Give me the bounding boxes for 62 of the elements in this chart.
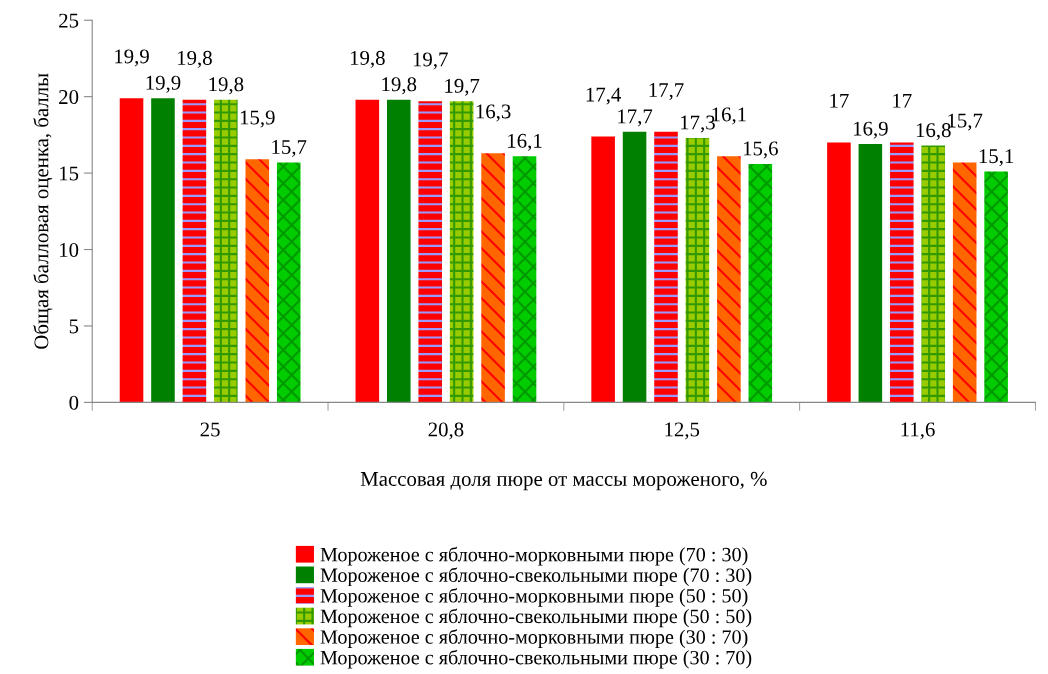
legend-label: Мороженое с яблочно-морковными пюре (70 : 30) <box>320 546 748 566</box>
data-label: 15,6 <box>743 141 778 159</box>
legend-label: Мороженое с яблочно-свекольными пюре (70 : 30) <box>320 567 752 587</box>
data-label: 17,4 <box>586 87 622 105</box>
bar <box>512 156 537 403</box>
bar <box>858 144 883 403</box>
bar <box>952 162 977 403</box>
bar <box>151 98 175 403</box>
bar <box>890 142 914 403</box>
data-label: 15,7 <box>272 140 307 157</box>
legend-label: Мороженое с яблочно-свекольными пюре (30 : 70) <box>320 649 752 669</box>
bar <box>481 153 505 403</box>
data-label: 19,7 <box>413 52 448 70</box>
bar <box>685 137 710 403</box>
bar <box>827 142 851 403</box>
data-label: 16,3 <box>476 104 511 122</box>
bar <box>182 99 207 403</box>
data-label: 17 <box>893 93 912 108</box>
bar <box>921 145 946 403</box>
data-label: 19,9 <box>115 49 149 67</box>
y-tick-label: 15 <box>60 166 79 181</box>
bar <box>214 99 238 403</box>
bar <box>245 159 270 403</box>
data-label: 17,7 <box>618 109 653 127</box>
data-label: 19,8 <box>178 50 212 68</box>
data-label: 19,7 <box>445 78 480 96</box>
data-label: 19,9 <box>146 75 181 93</box>
data-label: 19,8 <box>382 77 417 95</box>
y-axis-title: Общая балловая оценка, баллы <box>33 73 53 349</box>
data-label: 16,1 <box>508 133 542 151</box>
bar <box>622 131 647 403</box>
y-tick-label: 5 <box>69 319 79 334</box>
bar <box>355 99 380 403</box>
legend-label: Мороженое с яблочно-морковными пюре (50 : 50) <box>320 587 748 607</box>
x-tick-label: 25 <box>200 422 220 437</box>
data-label: 19,8 <box>350 50 385 68</box>
bar <box>418 101 442 403</box>
y-tick-label: 20 <box>59 90 79 105</box>
x-tick-label: 20,8 <box>428 422 464 440</box>
x-axis-title: Массовая доля пюре от массы мороженого, % <box>360 471 767 491</box>
bar <box>449 101 474 403</box>
data-label: 15,1 <box>979 149 1014 167</box>
y-tick-label: 10 <box>60 242 79 257</box>
bar <box>276 162 301 403</box>
data-label: 19,8 <box>209 77 244 95</box>
bar <box>748 163 773 403</box>
x-tick-label: 11,6 <box>901 422 935 440</box>
bar <box>654 131 678 403</box>
data-label: 15,9 <box>240 110 275 128</box>
bar <box>717 156 741 403</box>
x-tick-label: 12,5 <box>665 422 700 440</box>
bar <box>591 136 615 403</box>
bar <box>984 171 1008 403</box>
bar <box>386 99 411 403</box>
bar <box>119 98 144 403</box>
data-label: 17,7 <box>649 83 684 101</box>
legend-label: Мороженое с яблочно-морковными пюре (30 : 70) <box>320 629 748 648</box>
data-label: 17 <box>830 93 849 108</box>
data-label: 16,9 <box>853 121 888 139</box>
legend-label: Мороженое с яблочно-свекольными пюре (50 : 50) <box>320 608 752 628</box>
y-tick-label: 25 <box>59 13 79 28</box>
y-tick-label: 0 <box>69 395 79 410</box>
